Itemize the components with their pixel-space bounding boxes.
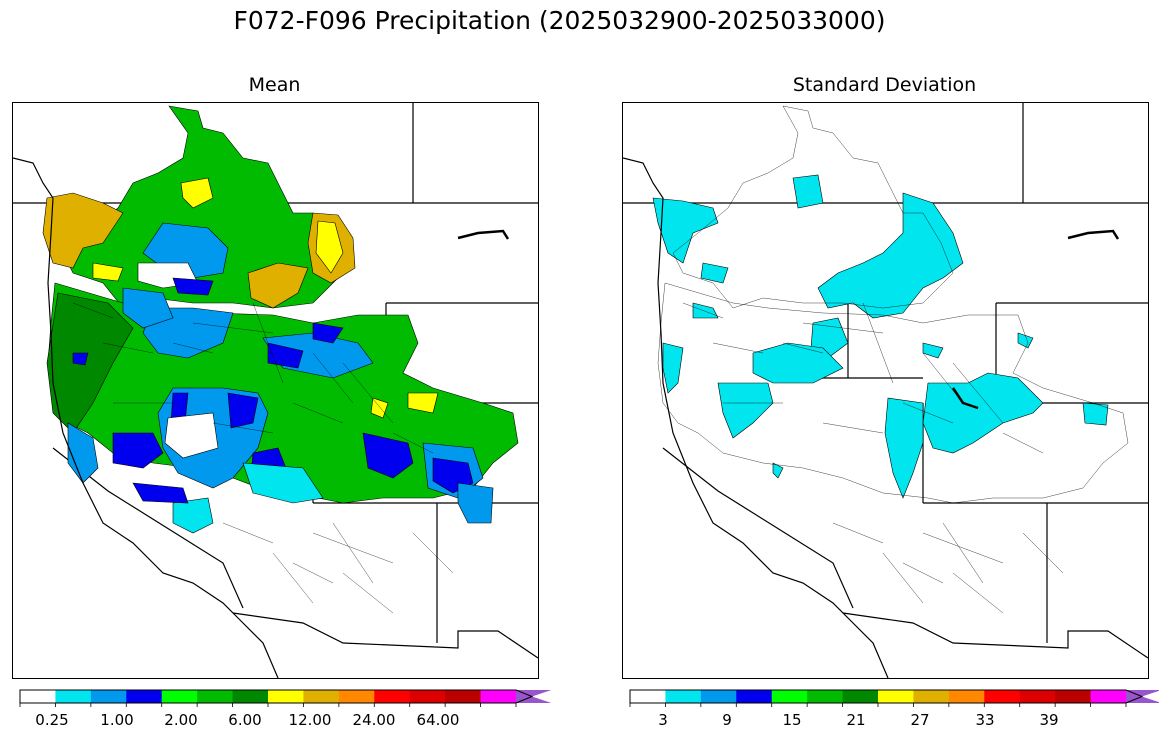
mean-colorbar-tick-label: 1.00 [100, 711, 134, 729]
colorbar-swatch [1055, 690, 1092, 703]
colorbar-swatch [338, 690, 375, 703]
stddev-precipitation-map [622, 102, 1149, 679]
mean-colorbar-tick-label: 64.00 [416, 711, 460, 729]
stddev-panel-title: Standard Deviation [792, 74, 977, 96]
colorbar-swatch [842, 690, 879, 703]
stddev-colorbar-tick-label: 3 [658, 711, 668, 729]
mean-colorbar-tick-label: 2.00 [164, 711, 198, 729]
colorbar-swatch [126, 690, 163, 703]
stddev-colorbar-tick-label: 21 [846, 711, 866, 729]
figure-title: F072-F096 Precipitation (2025032900-2025… [233, 6, 886, 35]
colorbar-swatch [232, 690, 269, 703]
colorbar-swatch [445, 690, 482, 703]
colorbar-swatch [665, 690, 702, 703]
colorbar-swatch [480, 690, 517, 703]
colorbar-swatch [374, 690, 411, 703]
mean-colorbar-tick-label: 0.25 [35, 711, 69, 729]
mean-colorbar-tick-label: 6.00 [228, 711, 262, 729]
colorbar-swatch [1090, 690, 1127, 703]
colorbar-swatch [807, 690, 844, 703]
colorbar-outline [629, 689, 1144, 704]
colorbar-swatch [878, 690, 914, 703]
colorbar-swatch [1019, 690, 1056, 703]
stddev-colorbar-tick-label: 9 [722, 711, 732, 729]
colorbar-swatch [771, 690, 808, 703]
colorbar-swatch [700, 690, 737, 703]
mean-precipitation-map [12, 102, 539, 679]
mean-colorbar-tick-label: 24.00 [352, 711, 396, 729]
colorbar-swatch [268, 690, 304, 703]
colorbar-swatch [913, 690, 950, 703]
stddev-colorbar-tick-label: 33 [975, 711, 995, 729]
stddev-colorbar-tick-label: 27 [910, 711, 930, 729]
colorbar-swatch [55, 690, 92, 703]
colorbar-swatch [20, 690, 56, 703]
mean-colorbar-swatches [19, 689, 552, 707]
colorbar-swatch [161, 690, 198, 703]
mean-colorbar [19, 689, 552, 707]
colorbar-outline [19, 689, 534, 704]
stddev-colorbar [629, 689, 1159, 707]
colorbar-swatch [948, 690, 985, 703]
stddev-colorbar-tick-label: 39 [1039, 711, 1059, 729]
stddev-colorbar-swatches [629, 689, 1159, 707]
colorbar-swatch [630, 690, 666, 703]
stddev-colorbar-tick-label: 15 [782, 711, 802, 729]
colorbar-swatch [197, 690, 234, 703]
colorbar-swatch [984, 690, 1021, 703]
colorbar-swatch [303, 690, 340, 703]
mean-panel-title: Mean [248, 74, 301, 96]
mean-colorbar-tick-label: 12.00 [288, 711, 332, 729]
colorbar-swatch [409, 690, 446, 703]
colorbar-swatch [90, 690, 127, 703]
colorbar-swatch [736, 690, 773, 703]
